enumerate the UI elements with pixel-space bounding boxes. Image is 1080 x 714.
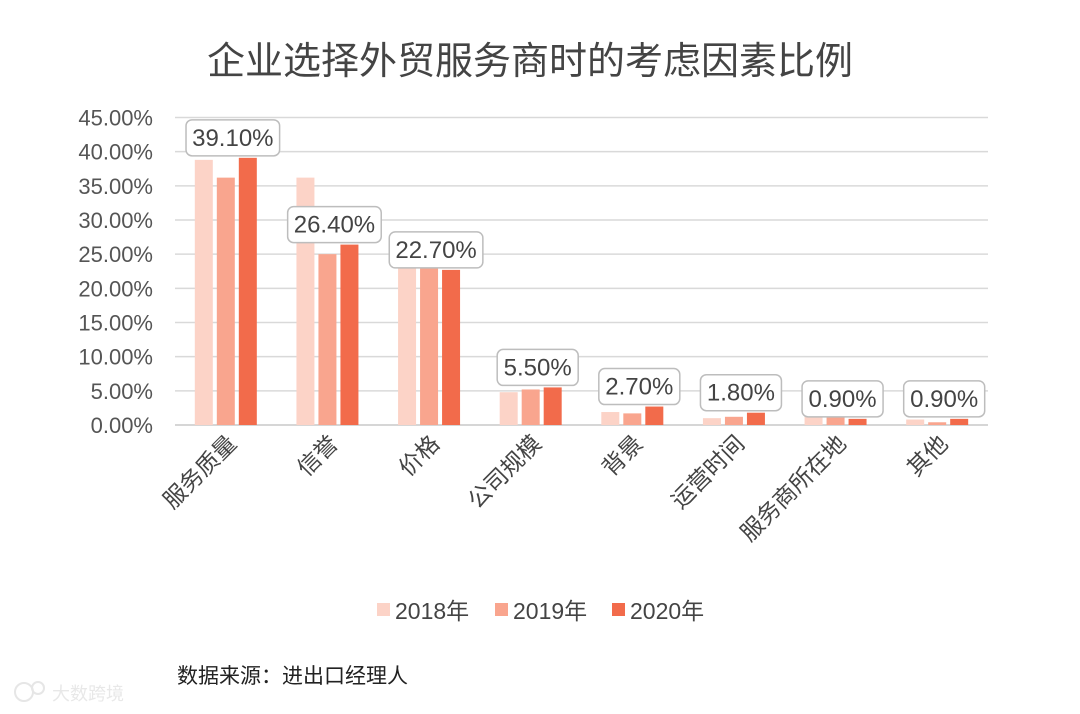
y-axis-ticks: 0.00% 5.00% 10.00% 15.00% 20.00% 25.00% 30.00%… — [78, 106, 153, 439]
y-tick-label: 5.00% — [91, 379, 153, 404]
y-tick-label: 0.00% — [91, 413, 153, 438]
data-label-box — [388, 231, 484, 269]
legend-swatch — [495, 603, 508, 616]
data-label: 5.50% — [496, 348, 579, 387]
bar — [216, 177, 235, 425]
watermark-logo-icon — [14, 682, 34, 702]
bar — [702, 418, 721, 425]
data-label-text: 26.40% — [294, 212, 375, 239]
legend-label: 2020年 — [630, 598, 704, 624]
data-label: 1.80% — [699, 373, 783, 412]
bar — [238, 157, 257, 426]
x-tick-label: 其他 — [903, 431, 954, 482]
legend-swatch — [377, 603, 390, 616]
x-tick-label: 服务商所在地 — [736, 431, 852, 547]
watermark-text: 大数跨境 — [52, 684, 124, 705]
data-label: 0.90% — [902, 380, 986, 418]
y-tick-label: 30.00% — [78, 208, 153, 233]
x-tick-label: 信誉 — [293, 431, 344, 482]
bar — [928, 422, 947, 425]
legend-swatch — [612, 603, 625, 616]
y-tick-label: 35.00% — [78, 174, 153, 199]
legend: 2018年 2019年 2020年 — [377, 598, 704, 624]
legend-label: 2019年 — [513, 598, 587, 624]
data-label-text: 22.70% — [395, 237, 476, 264]
bar — [499, 392, 518, 425]
y-tick-label: 45.00% — [78, 106, 153, 131]
bar — [906, 419, 925, 425]
watermark: 大数跨境 — [14, 681, 124, 705]
data-label-box — [185, 119, 281, 157]
x-tick-label: 价格 — [394, 431, 445, 482]
data-label: 0.90% — [801, 380, 884, 418]
bar — [318, 254, 337, 425]
data-label-text: 0.90% — [809, 386, 877, 413]
bar — [950, 418, 969, 425]
data-label-text: 39.10% — [192, 125, 273, 152]
data-label-box — [801, 380, 884, 418]
x-tick-label: 服务质量 — [159, 431, 242, 514]
data-label: 26.40% — [286, 205, 382, 244]
bar — [521, 389, 540, 425]
y-tick-label: 15.00% — [78, 311, 153, 336]
bar — [398, 257, 417, 425]
bar — [848, 418, 867, 425]
y-tick-label: 10.00% — [78, 345, 153, 370]
bar — [724, 416, 743, 425]
bar — [194, 159, 213, 425]
x-tick-label: 公司规模 — [463, 431, 546, 514]
data-label-text: 5.50% — [504, 354, 572, 381]
bar — [340, 244, 359, 425]
data-label: 39.10% — [185, 119, 281, 157]
bar — [420, 263, 439, 425]
data-label-box — [286, 205, 382, 244]
x-tick-label: 背景 — [598, 431, 649, 482]
data-label-box — [598, 367, 681, 406]
bar — [442, 269, 461, 425]
source-note: 数据来源：进出口经理人 — [177, 664, 408, 688]
y-tick-label: 40.00% — [78, 140, 153, 165]
data-label-box — [902, 380, 986, 418]
data-label-text: 1.80% — [707, 380, 775, 407]
bars — [194, 157, 969, 426]
data-label-box — [699, 373, 783, 412]
bar — [623, 413, 642, 425]
data-label-box — [496, 348, 579, 387]
y-tick-label: 25.00% — [78, 242, 153, 267]
data-label: 22.70% — [388, 231, 484, 269]
data-labels: 39.10% 26.40% 22.70% 5.50% 2.70% 1.80% 0.90% 0.… — [185, 119, 986, 418]
x-tick-label: 运营时间 — [667, 431, 750, 514]
data-label-text: 0.90% — [910, 386, 978, 413]
data-label-text: 2.70% — [605, 374, 673, 401]
legend-label: 2018年 — [395, 598, 469, 624]
data-label: 2.70% — [598, 367, 681, 406]
bar — [543, 387, 562, 425]
bar — [601, 412, 620, 425]
bar — [645, 406, 664, 425]
watermark-logo-icon — [31, 681, 45, 695]
bar — [746, 412, 765, 425]
y-tick-label: 20.00% — [78, 276, 153, 301]
chart-title: 企业选择外贸服务商时的考虑因素比例 — [207, 39, 853, 83]
